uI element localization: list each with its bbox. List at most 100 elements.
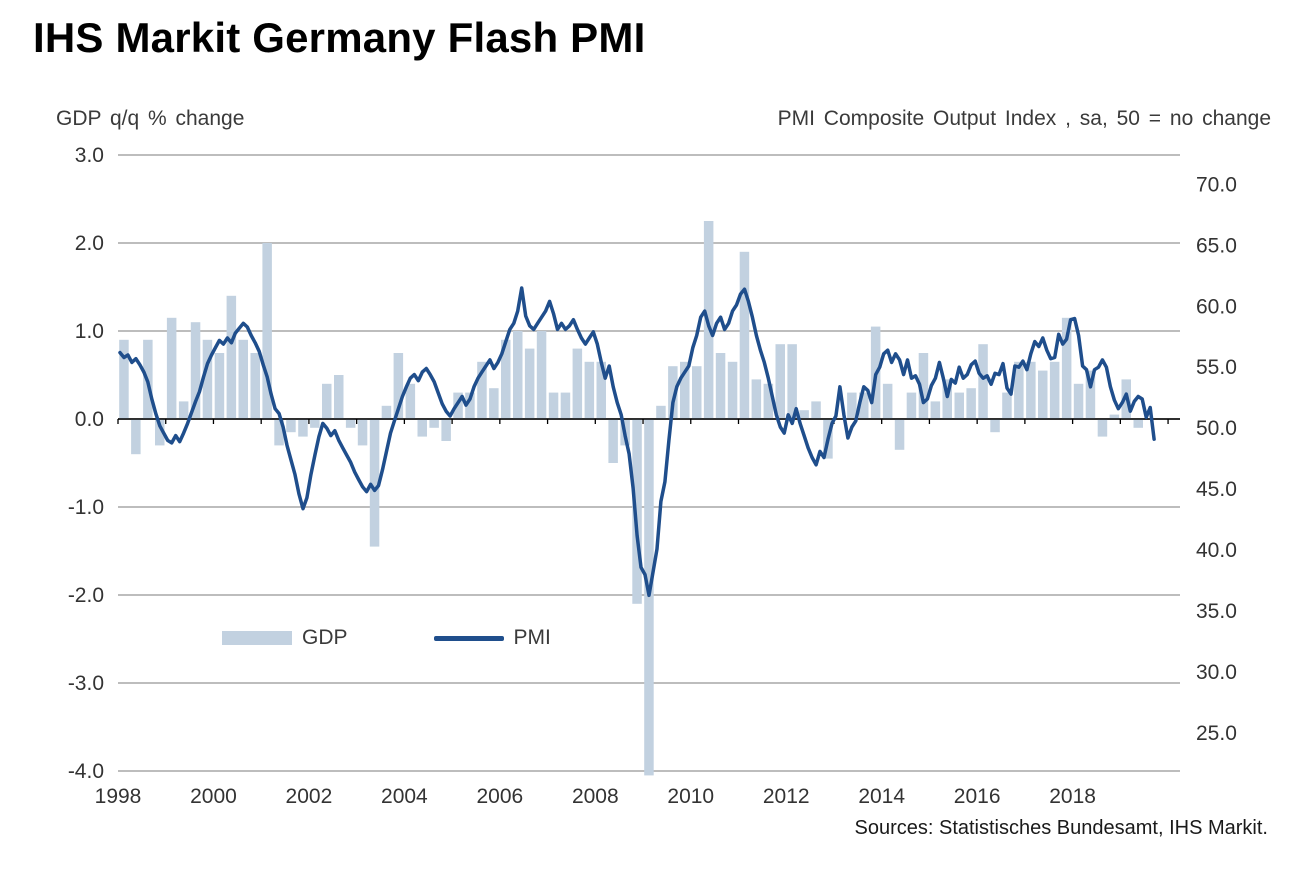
gdp-bar	[644, 419, 654, 776]
gdp-bar	[310, 419, 320, 428]
gdp-bar	[1026, 361, 1036, 419]
left-axis-tick-label: 3.0	[75, 144, 104, 167]
chart-title: IHS Markit Germany Flash PMI	[33, 14, 646, 61]
x-axis-label: 2000	[190, 785, 237, 808]
legend-gdp-label: GDP	[302, 626, 348, 649]
gdp-bar	[763, 383, 774, 419]
gdp-bar	[238, 339, 248, 419]
right-axis-tick-label: 40.0	[1196, 539, 1237, 562]
pmi-line	[118, 286, 1156, 598]
gdp-bar	[393, 353, 404, 419]
x-axis-label: 2018	[1049, 785, 1096, 808]
gdp-bar	[680, 361, 690, 419]
gdp-bar	[859, 392, 869, 419]
gdp-bar	[1109, 414, 1120, 419]
gdp-bar	[548, 392, 559, 419]
left-axis-tick-label: 2.0	[75, 232, 104, 255]
gdp-bar	[1038, 370, 1048, 419]
gdp-bar	[572, 348, 583, 419]
left-axis-tick-label: -3.0	[68, 672, 104, 695]
gdp-bar	[405, 383, 416, 419]
gdp-bar	[536, 331, 547, 419]
gdp-bar	[584, 361, 595, 419]
left-axis-tick-label: -4.0	[68, 760, 104, 783]
gdp-bar	[1085, 370, 1096, 419]
gdp-bar	[513, 331, 523, 419]
gdp-bar	[1133, 419, 1143, 428]
left-axis-tick-label: 1.0	[75, 320, 104, 343]
x-axis-label: 2006	[476, 785, 523, 808]
gdp-bar	[942, 379, 952, 419]
x-axis-label: 2002	[286, 785, 333, 808]
gdp-bar	[608, 419, 618, 463]
right-axis-header: PMI Composite Output Index , sa, 50 = no…	[777, 107, 1271, 130]
gdp-bar	[692, 366, 702, 419]
gdp-bar	[226, 295, 237, 419]
gdp-bar	[322, 383, 332, 419]
gdp-bar	[751, 379, 762, 419]
gdp-bar	[775, 344, 785, 419]
gdp-bar	[274, 419, 284, 446]
gdp-bar	[345, 419, 356, 428]
gdp-bar	[966, 388, 976, 419]
right-axis-tick-label: 30.0	[1196, 661, 1237, 684]
gdp-bar	[202, 339, 213, 419]
gdp-bar	[262, 243, 272, 419]
x-axis-label: 2014	[858, 785, 905, 808]
gdp-bar	[298, 419, 308, 437]
gdp-bar	[918, 353, 929, 419]
x-axis-label: 2016	[954, 785, 1001, 808]
gdp-bar	[1002, 392, 1012, 419]
right-axis-tick-label: 25.0	[1196, 722, 1237, 745]
gdp-bar	[1073, 383, 1084, 419]
gdp-bar	[560, 392, 571, 419]
gdp-bar	[465, 392, 475, 419]
gdp-bar	[501, 339, 511, 419]
gdp-bar	[954, 392, 964, 419]
gdp-bar	[906, 392, 917, 419]
gdp-bar	[477, 361, 487, 419]
gdp-bar	[668, 366, 678, 419]
gdp-bar	[214, 353, 225, 419]
gdp-bar	[489, 388, 499, 419]
gdp-bar	[369, 419, 380, 547]
gdp-bar	[978, 344, 988, 419]
gdp-bar	[656, 405, 666, 419]
legend-item-pmi: PMI	[433, 626, 551, 650]
gdp-bar	[727, 361, 738, 419]
right-axis-tick-label: 55.0	[1196, 356, 1237, 379]
legend-item-gdp: GDP	[222, 626, 348, 650]
gdp-bar	[930, 401, 941, 419]
left-axis-header: GDP q/q % change	[56, 107, 245, 130]
gdp-bar	[166, 317, 177, 419]
gdp-bar	[1049, 361, 1060, 419]
right-axis-tick-label: 50.0	[1196, 417, 1237, 440]
gdp-bar	[894, 419, 905, 450]
gdp-bar-swatch	[222, 631, 292, 645]
gdp-bar	[1097, 419, 1108, 437]
gdp-bar	[524, 348, 535, 419]
left-axis-tick-label: -2.0	[68, 584, 104, 607]
gdp-bar	[334, 375, 344, 419]
right-axis-tick-label: 70.0	[1196, 173, 1237, 196]
gdp-bar	[847, 392, 857, 419]
gdp-bar	[715, 353, 726, 419]
gdp-bar	[250, 353, 260, 419]
gdp-bar	[596, 361, 606, 419]
left-axis-tick-label: -1.0	[68, 496, 104, 519]
gdp-bar	[799, 410, 809, 419]
right-axis-tick-label: 45.0	[1196, 478, 1237, 501]
chart-legend: GDP PMI	[222, 626, 551, 650]
gdp-bar	[1014, 361, 1024, 419]
pmi-line-swatch	[433, 635, 504, 641]
left-axis-tick-label: 0.0	[75, 408, 104, 431]
gdp-bar	[357, 419, 368, 446]
gdp-bar	[990, 419, 1000, 433]
gdp-bar	[739, 251, 750, 419]
gdp-bar	[417, 419, 427, 437]
gdp-bar	[381, 405, 392, 419]
gdp-bar	[787, 344, 797, 419]
x-axis-label: 2012	[763, 785, 810, 808]
